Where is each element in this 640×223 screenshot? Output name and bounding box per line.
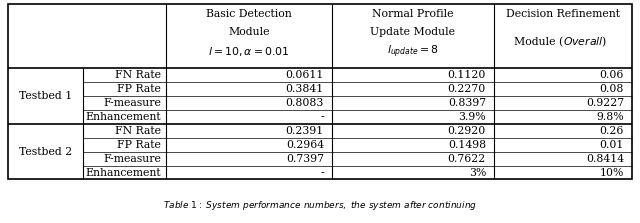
Text: 0.2391: 0.2391 [285, 126, 324, 136]
Text: FP Rate: FP Rate [117, 140, 161, 150]
Text: 0.1120: 0.1120 [447, 70, 486, 80]
Text: F-measure: F-measure [103, 98, 161, 108]
Text: Module: Module [228, 27, 269, 37]
Text: 10%: 10% [600, 168, 624, 178]
Text: 3%: 3% [468, 168, 486, 178]
Text: 0.2964: 0.2964 [286, 140, 324, 150]
Text: $\it{Overall}$): $\it{Overall}$) [563, 35, 607, 49]
Text: 0.2270: 0.2270 [448, 84, 486, 94]
Text: Basic Detection: Basic Detection [206, 9, 292, 19]
Text: 0.7397: 0.7397 [286, 154, 324, 164]
Text: FP Rate: FP Rate [117, 84, 161, 94]
Text: 0.01: 0.01 [600, 140, 624, 150]
Text: 0.7622: 0.7622 [448, 154, 486, 164]
Text: 0.26: 0.26 [600, 126, 624, 136]
Text: Testbed 1: Testbed 1 [19, 91, 72, 101]
Text: 0.06: 0.06 [600, 70, 624, 80]
Text: -: - [321, 168, 324, 178]
Text: Decision Refinement: Decision Refinement [506, 9, 620, 19]
Text: $\it{Table\ 1:\ System\ performance\ numbers,\ the\ system\ after\ continuing}$: $\it{Table\ 1:\ System\ performance\ num… [163, 199, 477, 212]
Bar [8, 4, 632, 179]
Text: 3.9%: 3.9% [458, 112, 486, 122]
Text: Testbed 2: Testbed 2 [19, 147, 72, 157]
Text: Enhancement: Enhancement [85, 112, 161, 122]
Text: 0.3841: 0.3841 [285, 84, 324, 94]
Text: 0.08: 0.08 [600, 84, 624, 94]
Text: Normal Profile: Normal Profile [372, 9, 454, 19]
Text: FN Rate: FN Rate [115, 126, 161, 136]
Text: 0.9227: 0.9227 [586, 98, 624, 108]
Text: $l_{update} = 8$: $l_{update} = 8$ [387, 44, 439, 60]
Text: 0.8414: 0.8414 [586, 154, 624, 164]
Text: Enhancement: Enhancement [85, 168, 161, 178]
Text: $l = 10, \alpha = 0.01$: $l = 10, \alpha = 0.01$ [208, 45, 290, 58]
Text: 0.0611: 0.0611 [285, 70, 324, 80]
Text: Module (: Module ( [514, 37, 563, 47]
Text: 9.8%: 9.8% [596, 112, 624, 122]
Text: Update Module: Update Module [371, 27, 456, 37]
Text: F-measure: F-measure [103, 154, 161, 164]
Text: 0.8083: 0.8083 [285, 98, 324, 108]
Text: 0.2920: 0.2920 [448, 126, 486, 136]
Text: FN Rate: FN Rate [115, 70, 161, 80]
Text: 0.8397: 0.8397 [448, 98, 486, 108]
Text: -: - [321, 112, 324, 122]
Text: 0.1498: 0.1498 [448, 140, 486, 150]
